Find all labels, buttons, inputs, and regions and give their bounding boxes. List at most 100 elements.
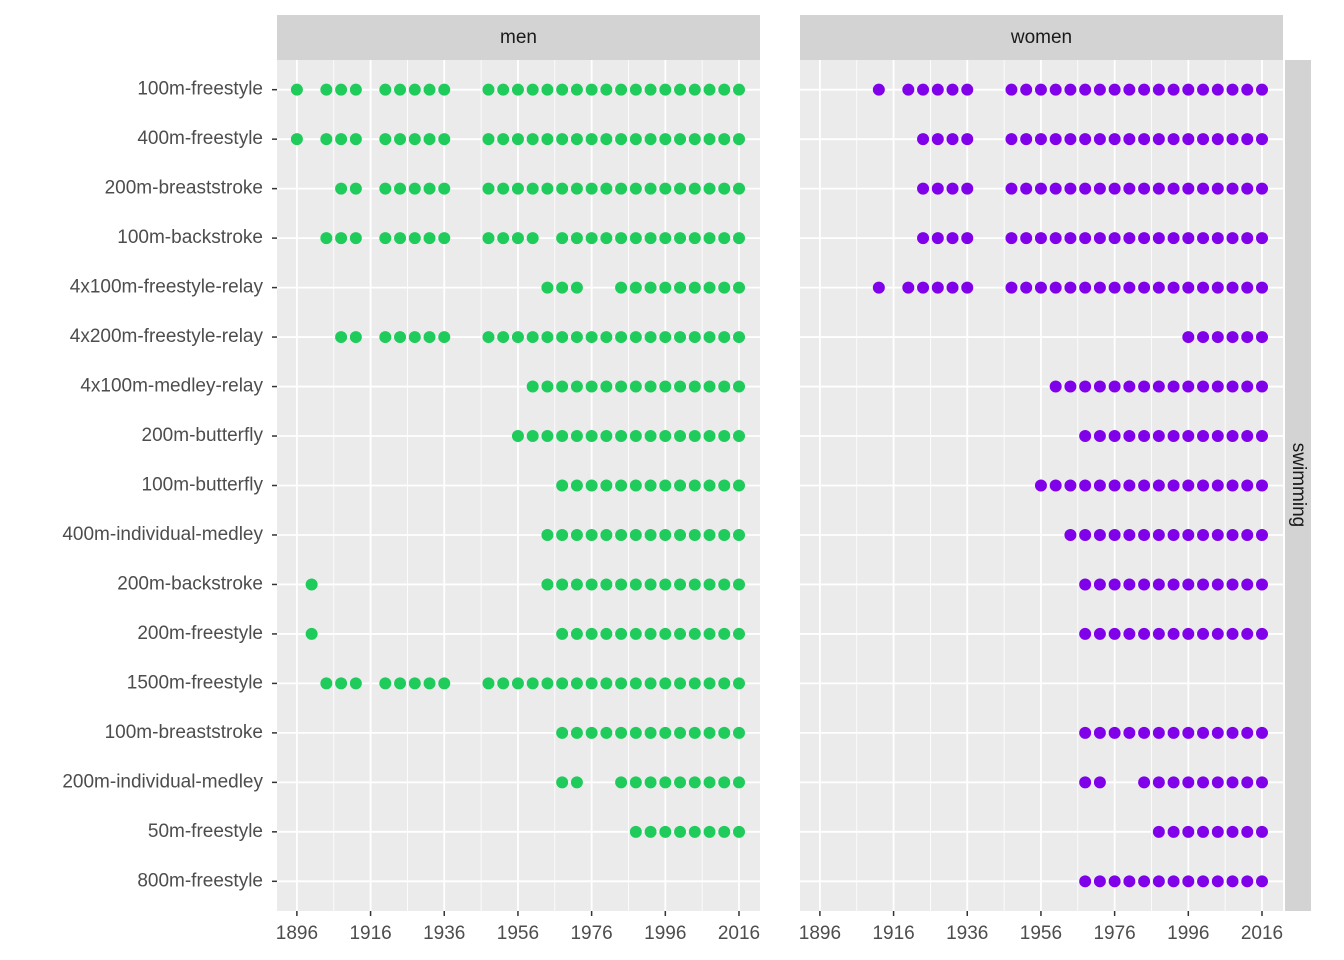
- dot: [718, 380, 731, 393]
- dot: [511, 182, 524, 195]
- dot: [1167, 83, 1180, 96]
- dot: [1226, 430, 1239, 443]
- dot: [1005, 281, 1018, 294]
- dot: [1079, 430, 1092, 443]
- dot: [703, 182, 716, 195]
- dot: [511, 677, 524, 690]
- dot: [394, 83, 407, 96]
- dot: [320, 133, 333, 146]
- dot: [1049, 479, 1062, 492]
- dot: [674, 232, 687, 245]
- dot: [1211, 875, 1224, 888]
- x-tick-label: 1976: [1093, 923, 1135, 944]
- dot: [482, 182, 495, 195]
- dot: [511, 430, 524, 443]
- dot: [585, 380, 598, 393]
- dot: [1256, 726, 1268, 739]
- dot: [946, 133, 959, 146]
- dot: [1211, 83, 1224, 96]
- dot: [931, 232, 944, 245]
- dot: [335, 677, 348, 690]
- dot: [931, 83, 944, 96]
- dot: [335, 331, 348, 344]
- dot: [1182, 281, 1195, 294]
- dot: [600, 182, 613, 195]
- dot: [1093, 627, 1106, 640]
- dot: [1241, 479, 1254, 492]
- dot: [1034, 133, 1047, 146]
- dot: [1182, 182, 1195, 195]
- x-tick-label: 1936: [423, 923, 465, 944]
- dot: [1167, 232, 1180, 245]
- dot: [629, 430, 642, 443]
- dot: [688, 430, 701, 443]
- dot: [917, 182, 930, 195]
- dot: [1197, 726, 1210, 739]
- dot: [556, 677, 569, 690]
- dot: [674, 528, 687, 541]
- y-tick-label: 1500m-freestyle: [127, 672, 263, 693]
- dot: [497, 677, 510, 690]
- y-tick-label: 100m-breaststroke: [105, 722, 263, 743]
- y-tick-label: 200m-backstroke: [117, 573, 263, 594]
- dot: [733, 232, 745, 245]
- dot: [644, 380, 657, 393]
- dot: [570, 380, 583, 393]
- dot: [703, 578, 716, 591]
- dot: [570, 83, 583, 96]
- dot: [1167, 776, 1180, 789]
- dot: [946, 281, 959, 294]
- dot: [423, 182, 436, 195]
- dot: [1152, 380, 1165, 393]
- dot: [1182, 578, 1195, 591]
- dot: [1108, 578, 1121, 591]
- x-tick-label: 1956: [1020, 923, 1062, 944]
- dot: [570, 627, 583, 640]
- dot: [1108, 232, 1121, 245]
- dot: [659, 479, 672, 492]
- dot: [335, 232, 348, 245]
- dot: [1108, 182, 1121, 195]
- dot: [659, 281, 672, 294]
- dot: [644, 726, 657, 739]
- dot: [703, 627, 716, 640]
- dot: [585, 677, 598, 690]
- dot: [1197, 380, 1210, 393]
- dot: [556, 578, 569, 591]
- dot: [497, 133, 510, 146]
- dot: [644, 430, 657, 443]
- dot: [556, 627, 569, 640]
- dot: [688, 83, 701, 96]
- dot: [659, 430, 672, 443]
- dot: [688, 380, 701, 393]
- dot: [718, 825, 731, 838]
- dot: [570, 430, 583, 443]
- dot: [1226, 825, 1239, 838]
- dot: [1079, 627, 1092, 640]
- dot: [1108, 479, 1121, 492]
- dot: [1197, 776, 1210, 789]
- dot: [615, 627, 628, 640]
- dot: [629, 380, 642, 393]
- dot: [1108, 627, 1121, 640]
- dot: [511, 83, 524, 96]
- dot: [1123, 726, 1136, 739]
- dot: [1167, 875, 1180, 888]
- dot: [674, 726, 687, 739]
- dot: [1256, 875, 1268, 888]
- dot: [1093, 380, 1106, 393]
- dot: [718, 281, 731, 294]
- dot: [1167, 726, 1180, 739]
- dot: [541, 133, 554, 146]
- dot: [703, 430, 716, 443]
- dot: [1152, 825, 1165, 838]
- dot: [1182, 133, 1195, 146]
- dot: [1167, 627, 1180, 640]
- dot: [1020, 281, 1033, 294]
- dot: [1182, 776, 1195, 789]
- dot: [644, 528, 657, 541]
- dot: [320, 83, 333, 96]
- dot: [659, 83, 672, 96]
- y-tick-label: 200m-freestyle: [137, 623, 263, 644]
- dot: [733, 627, 745, 640]
